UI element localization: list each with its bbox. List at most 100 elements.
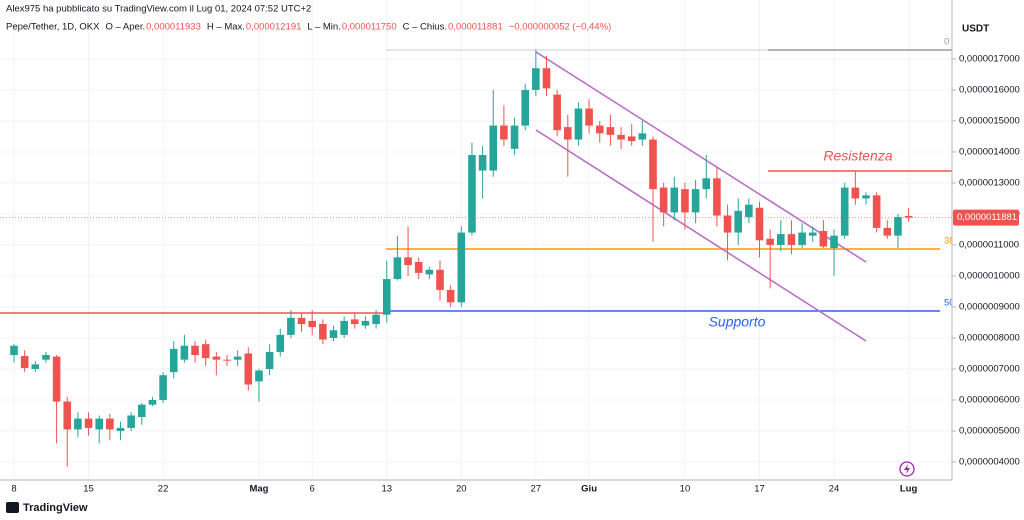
candle-body (670, 187, 679, 213)
fib-label: 50 (944, 298, 955, 309)
y-axis-title: USDT (962, 24, 989, 35)
candle-body (436, 269, 444, 290)
alert-icon[interactable] (899, 461, 915, 477)
annotation: Supporto (709, 314, 766, 330)
candle-body (116, 427, 125, 432)
candle-body (713, 178, 721, 216)
y-tick-label: 0,0000011000 (959, 239, 1019, 250)
candle-body (819, 231, 828, 247)
candle-body (340, 320, 348, 335)
ohlc-key: O – Aper. (105, 22, 145, 33)
x-tick-label: Lug (900, 484, 918, 495)
y-tick-label: 0,0000007000 (959, 364, 1020, 375)
candle-body (308, 320, 316, 328)
candle-body (830, 235, 838, 249)
candle-body (52, 356, 61, 402)
candle-body (617, 134, 625, 140)
candle-body (351, 319, 359, 325)
candle-body (42, 355, 50, 360)
ohlc-value: 0,000012191 (246, 22, 301, 33)
ohlc-value: 0,000011933 (146, 22, 201, 33)
candle-body (255, 370, 263, 382)
price-axis-bg (952, 0, 1024, 520)
candle-body (659, 187, 668, 213)
candle-body (127, 415, 135, 428)
candle-body (777, 234, 785, 245)
y-tick-label: 0,0000016000 (959, 84, 1020, 95)
candle-body (904, 216, 913, 218)
channel-line (535, 129, 867, 342)
candle-body (745, 204, 753, 218)
candle-body (414, 262, 423, 273)
candle-body (649, 139, 657, 190)
candle-body (201, 344, 210, 359)
logo-icon (6, 502, 19, 513)
x-tick-label: 22 (158, 484, 169, 495)
candle-body (564, 127, 572, 140)
candle-body (755, 207, 764, 241)
candle-body (723, 215, 732, 233)
candle-body (478, 155, 487, 171)
x-tick-label: 8 (11, 484, 16, 495)
ohlc-value: 0,000011750 (342, 22, 397, 33)
ohlc-value: −0,000000052 (−0,44%) (509, 22, 611, 33)
candle-body (446, 289, 455, 303)
y-tick-label: 0,0000009000 (959, 301, 1020, 312)
x-tick-label: 10 (680, 484, 691, 495)
candle-body (553, 94, 561, 131)
alert-icon-bolt (904, 464, 910, 474)
candle-body (404, 257, 412, 266)
fib-label: 38 (944, 236, 955, 247)
candle-body (521, 89, 529, 126)
y-tick-label: 0,0000006000 (959, 395, 1020, 406)
candle-body (840, 187, 849, 236)
ohlc-key: H – Max. (207, 22, 245, 33)
x-tick-label: 24 (829, 484, 840, 495)
candle-body (265, 351, 274, 369)
ohlc-value: 0,000011881 (448, 22, 503, 33)
candle-body (585, 108, 593, 126)
candle-body (425, 269, 434, 275)
candle-body (894, 217, 902, 236)
ohlc-key: C – Chius. (403, 22, 447, 33)
y-tick-label: 0,0000017000 (959, 53, 1020, 64)
candle-body (63, 401, 72, 430)
footer-logo: TradingView (23, 502, 88, 514)
x-tick-label: 17 (754, 484, 765, 495)
candle-body (702, 178, 711, 190)
annotation: Resistenza (823, 148, 892, 164)
candles (10, 49, 913, 467)
y-tick-label: 0,0000005000 (959, 426, 1020, 437)
x-tick-label: 13 (381, 484, 392, 495)
x-tick-label: 15 (83, 484, 94, 495)
candle-body (297, 317, 306, 325)
candle-body (169, 348, 178, 373)
x-tick-label: 20 (456, 484, 467, 495)
ohlc-legend: Pepe/Tether, 1D, OKX O – Aper. 0,00001193… (6, 22, 611, 33)
candle-body (574, 108, 583, 140)
ohlc-key: L – Min. (307, 22, 340, 33)
candle-body (606, 127, 615, 135)
candle-body (159, 375, 167, 400)
candle-body (148, 400, 157, 405)
candle-body (851, 187, 860, 199)
candle-body (872, 195, 881, 228)
candle-body (681, 189, 689, 213)
candle-body (74, 418, 82, 430)
y-tick-label: 0,0000015000 (959, 115, 1020, 126)
candle-body (468, 155, 476, 233)
candle-body (734, 210, 742, 233)
candle-body (361, 320, 370, 326)
candle-body (31, 364, 40, 369)
candle-body (808, 232, 817, 236)
candle-body (510, 125, 519, 149)
candle-body (532, 68, 540, 90)
candle-body (372, 314, 380, 325)
y-tick-label: 0,0000008000 (959, 333, 1020, 344)
x-tick-label: 6 (310, 484, 315, 495)
candle-body (95, 418, 103, 430)
candle-body (244, 353, 253, 385)
candle-body (627, 136, 636, 142)
last-price-label: 0,0000011881 (957, 212, 1017, 223)
